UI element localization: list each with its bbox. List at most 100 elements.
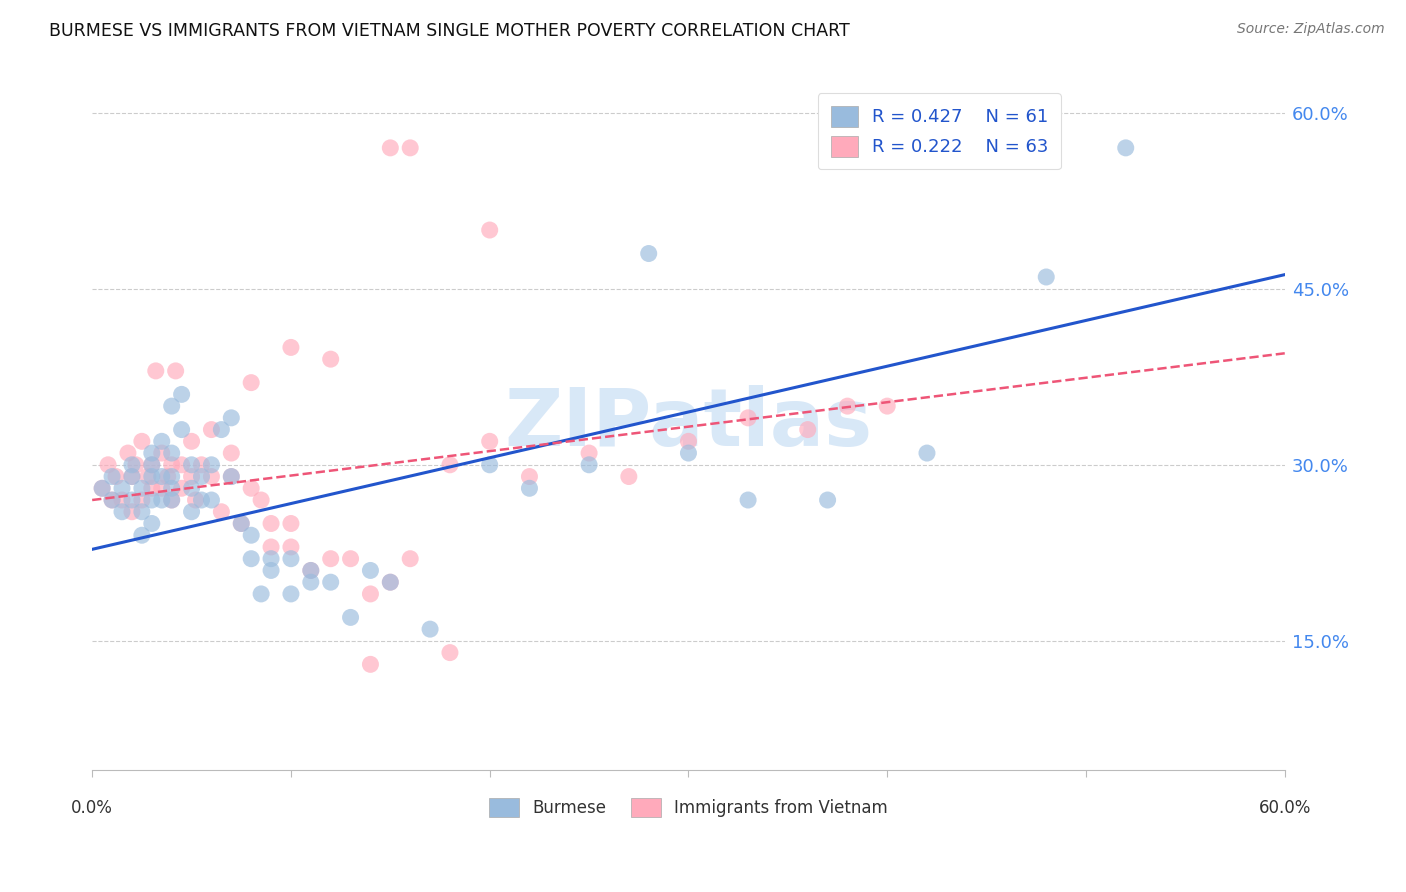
Point [1115, 141, 1137, 155]
Text: 0.0%: 0.0% [72, 799, 112, 817]
Point [160, 493, 183, 508]
Point [260, 516, 283, 531]
Point [121, 469, 143, 483]
Point [131, 528, 153, 542]
Point [209, 423, 232, 437]
Point [160, 493, 183, 508]
Point [180, 481, 202, 495]
Point [200, 493, 222, 508]
Point [141, 481, 163, 495]
Point [399, 141, 422, 155]
Point [170, 481, 193, 495]
Point [180, 505, 202, 519]
Point [150, 446, 173, 460]
Text: BURMESE VS IMMIGRANTS FROM VIETNAM SINGLE MOTHER POVERTY CORRELATION CHART: BURMESE VS IMMIGRANTS FROM VIETNAM SINGL… [49, 22, 851, 40]
Point [170, 387, 193, 401]
Point [141, 458, 163, 472]
Point [121, 458, 143, 472]
Point [136, 469, 159, 483]
Point [180, 434, 202, 449]
Point [150, 469, 173, 483]
Point [121, 505, 143, 519]
Text: ZIPatlas: ZIPatlas [505, 384, 873, 463]
Point [125, 458, 148, 472]
Point [280, 516, 302, 531]
Point [141, 493, 163, 508]
Point [319, 575, 342, 590]
Point [280, 340, 302, 354]
Point [160, 469, 183, 483]
Point [221, 446, 243, 460]
Point [240, 528, 263, 542]
Point [359, 657, 381, 672]
Point [170, 423, 193, 437]
Point [111, 481, 134, 495]
Point [231, 516, 253, 531]
Point [737, 493, 759, 508]
Point [101, 469, 124, 483]
Point [299, 564, 322, 578]
Point [141, 516, 163, 531]
Point [299, 575, 322, 590]
Point [876, 399, 898, 413]
Point [131, 434, 153, 449]
Point [817, 493, 839, 508]
Point [165, 364, 187, 378]
Point [519, 481, 541, 495]
Point [180, 469, 202, 483]
Point [339, 610, 361, 624]
Point [280, 540, 302, 554]
Point [240, 481, 263, 495]
Point [160, 458, 183, 472]
Point [131, 505, 153, 519]
Point [121, 493, 143, 508]
Point [399, 551, 422, 566]
Point [678, 434, 700, 449]
Point [91, 481, 114, 495]
Point [91, 481, 114, 495]
Point [250, 493, 273, 508]
Point [240, 551, 263, 566]
Point [578, 458, 600, 472]
Point [160, 481, 183, 495]
Point [190, 493, 212, 508]
Point [359, 564, 381, 578]
Point [131, 493, 153, 508]
Point [184, 493, 207, 508]
Point [359, 587, 381, 601]
Point [478, 434, 501, 449]
Point [796, 423, 818, 437]
Point [439, 458, 461, 472]
Point [319, 352, 342, 367]
Point [150, 434, 173, 449]
Point [837, 399, 859, 413]
Point [190, 458, 212, 472]
Point [637, 246, 659, 260]
Point [97, 458, 120, 472]
Point [221, 469, 243, 483]
Text: Source: ZipAtlas.com: Source: ZipAtlas.com [1237, 22, 1385, 37]
Text: 60.0%: 60.0% [1258, 799, 1310, 817]
Point [380, 575, 402, 590]
Point [141, 469, 163, 483]
Point [200, 423, 222, 437]
Point [160, 446, 183, 460]
Point [101, 493, 124, 508]
Point [578, 446, 600, 460]
Point [111, 493, 134, 508]
Point [260, 564, 283, 578]
Point [111, 505, 134, 519]
Point [105, 469, 128, 483]
Point [145, 364, 167, 378]
Point [231, 516, 253, 531]
Point [380, 575, 402, 590]
Point [419, 622, 441, 636]
Legend: Burmese, Immigrants from Vietnam: Burmese, Immigrants from Vietnam [482, 791, 894, 824]
Point [380, 141, 402, 155]
Point [221, 410, 243, 425]
Point [117, 446, 139, 460]
Point [250, 587, 273, 601]
Point [260, 540, 283, 554]
Point [160, 399, 183, 413]
Point [180, 458, 202, 472]
